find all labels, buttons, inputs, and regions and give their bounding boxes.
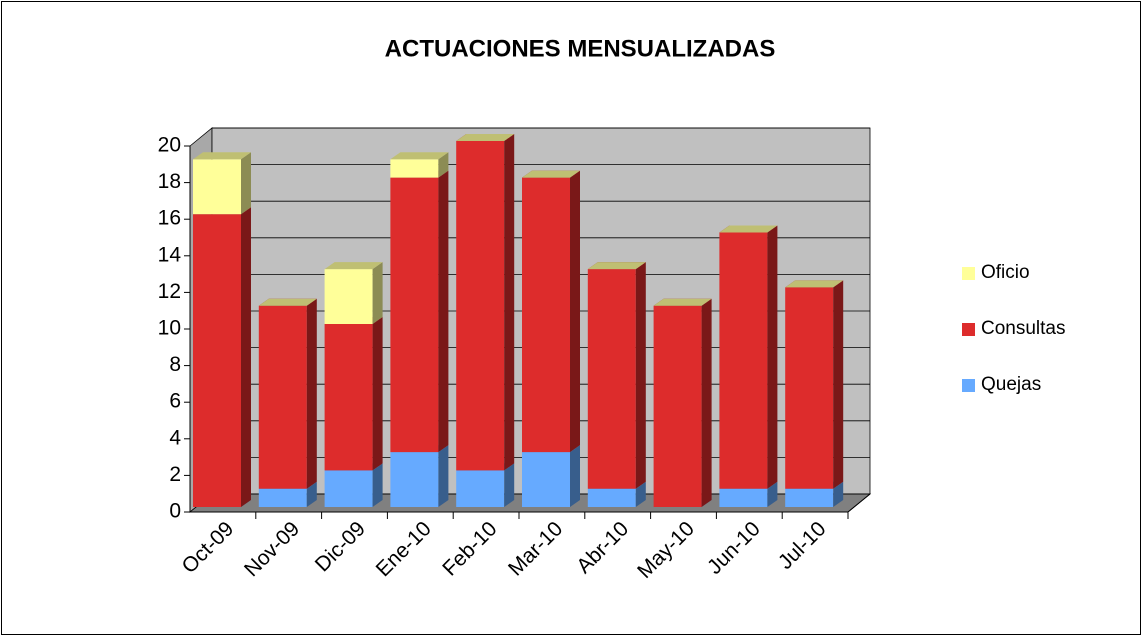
bar-front (522, 177, 570, 453)
bar-top (390, 152, 449, 160)
bar-segment (587, 262, 646, 489)
bar-front (456, 470, 505, 507)
bar-front (785, 287, 834, 489)
bar-front (653, 305, 702, 507)
bar-side (372, 262, 383, 324)
bar-front (390, 452, 439, 507)
bar-segment (785, 280, 844, 288)
y-tick-label: 10 (158, 317, 181, 340)
bar-side (438, 445, 449, 507)
bar-side (241, 152, 251, 215)
bar-front (390, 177, 439, 453)
bar-segment (456, 134, 515, 471)
bar-front (258, 488, 307, 507)
bar-side (635, 262, 646, 489)
bar-segment (522, 445, 580, 507)
bar-segment (653, 298, 712, 306)
bar-segment (785, 280, 844, 489)
legend-label: Oficio (981, 262, 1030, 283)
bar-segment (193, 152, 251, 215)
bar-front (390, 159, 439, 178)
bar-front (193, 159, 241, 215)
bar-segment (193, 207, 251, 507)
bar-side (504, 134, 515, 471)
y-tick-label: 0 (169, 500, 181, 523)
bar-segment (522, 170, 580, 178)
bar-segment (390, 170, 449, 453)
y-tick-label: 14 (158, 243, 182, 266)
bar-top (456, 134, 515, 141)
y-tick-label: 6 (169, 390, 181, 413)
bar-side (306, 481, 317, 507)
bar-side (372, 317, 383, 471)
bar-segment (258, 298, 317, 489)
bar-segment (653, 298, 712, 507)
bar-front (587, 488, 636, 507)
bar-segment (719, 225, 778, 489)
bar-front (324, 324, 373, 471)
bar-side (570, 445, 580, 507)
bar-side (241, 207, 251, 507)
bar-front (719, 488, 768, 507)
bar-segment (522, 170, 580, 453)
legend-swatch (962, 379, 975, 392)
bar-top (719, 225, 778, 233)
bar-segment (390, 152, 449, 178)
bar-front (522, 452, 570, 507)
bar-side (306, 298, 317, 489)
bar-front (193, 214, 241, 507)
y-tick-label: 20 (158, 134, 181, 157)
bar-side (372, 463, 383, 507)
bar-front (324, 470, 373, 507)
y-tick-label: 8 (169, 353, 181, 376)
y-tick-label: 18 (158, 170, 181, 193)
bar-segment (324, 262, 383, 324)
chart-title: ACTUACIONES MENSUALIZADAS (385, 35, 776, 62)
bar-side (504, 463, 515, 507)
bar-side (833, 481, 844, 507)
bar-segment (719, 225, 778, 233)
bar-front (785, 488, 834, 507)
bar-front (258, 305, 307, 489)
x-axis-depth (847, 493, 871, 513)
legend-swatch (962, 323, 975, 336)
y-tick-label: 16 (158, 207, 181, 230)
bar-top (587, 262, 646, 270)
bar-front (324, 269, 373, 324)
bar-front (456, 141, 505, 471)
bar-side (438, 152, 449, 178)
bar-top (522, 170, 580, 178)
bar-side (833, 280, 844, 489)
bar-segment (587, 262, 646, 270)
y-tick-label: 4 (169, 426, 181, 449)
bar-front (587, 269, 636, 489)
bar-top (785, 280, 844, 288)
bar-side (767, 225, 778, 489)
legend-label: Quejas (981, 374, 1041, 395)
bar-top (258, 298, 317, 306)
bar-segment (390, 445, 449, 507)
bar-side (438, 170, 449, 453)
bar-segment (456, 134, 515, 141)
legend-label: Consultas (981, 318, 1066, 339)
y-tick-label: 12 (158, 280, 181, 303)
bar-top (193, 152, 251, 160)
bar-side (570, 170, 580, 453)
bar-top (324, 262, 383, 270)
bar-segment (258, 298, 317, 306)
bar-front (719, 232, 768, 489)
bar-segment (324, 317, 383, 471)
y-tick-label: 2 (169, 463, 181, 486)
bar-side (767, 481, 778, 507)
bar-side (701, 298, 712, 507)
bar-side (635, 481, 646, 507)
bar-top (653, 298, 712, 306)
legend-swatch (962, 267, 975, 280)
